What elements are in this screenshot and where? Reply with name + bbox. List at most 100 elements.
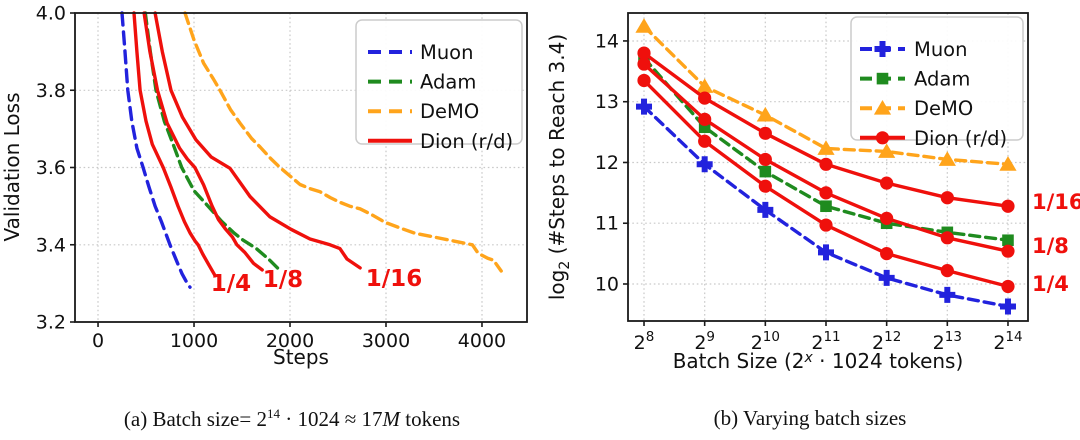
series-dion-r-d-1-4-marker — [1001, 279, 1015, 294]
caption-b: (b) Varying batch sizes — [540, 406, 1080, 431]
series-demo-marker — [756, 106, 774, 122]
series-dion-r-d-1-8-marker — [880, 211, 894, 225]
legend-item-demo-marker — [873, 100, 892, 115]
caption-a: (a) Batch size= 214 · 1024 ≈ 17M tokens — [22, 406, 562, 432]
series-demo-marker — [999, 156, 1017, 171]
legend-item-adam-label: Adam — [914, 68, 970, 91]
series-dion-r-d-1-4-marker — [940, 264, 954, 278]
legend-item-muon-label: Muon — [914, 38, 967, 61]
caption-a-post: tokens — [400, 407, 461, 431]
series-dion-r-d-1-16-line — [153, 11, 362, 270]
series-muon-marker — [999, 298, 1016, 315]
x-axis-label: Steps — [273, 345, 329, 369]
series-dion-r-d-1-4-marker — [758, 179, 772, 193]
series-adam-marker — [1002, 234, 1014, 247]
caption-b-text: (b) Varying batch sizes — [713, 406, 907, 430]
x-tick-label: 0 — [92, 330, 104, 352]
series-demo-marker — [878, 143, 896, 158]
series-dion-r-d-1-16-marker — [940, 191, 954, 205]
legend-item-dion-r-d-label: Dion (r/d) — [914, 127, 1007, 150]
legend-item-muon-label: Muon — [420, 41, 473, 64]
chart-validation-loss-vs-steps: 0 1000 2000 3000 4000 3.2 3.4 3.6 3.8 4.0 Steps Val… — [0, 3, 528, 369]
annotation-1-4: 1/4 — [1032, 272, 1069, 296]
series-dion-r-d-1-16-marker — [819, 157, 833, 171]
series-dion-r-d-1-4-marker — [698, 134, 712, 148]
series-dion-r-d-1-4-line — [132, 11, 217, 278]
series-muon-marker — [878, 269, 895, 286]
caption-a-exponent: 14 — [266, 406, 280, 421]
series-muon-marker — [939, 286, 956, 303]
caption-a-italic-m: M — [382, 407, 401, 431]
x-tick-label: 29 — [694, 329, 715, 354]
caption-a-mid: · 1024 ≈ 17 — [279, 407, 383, 431]
y-tick-label: 3.8 — [36, 80, 66, 102]
series-muon-marker — [696, 156, 713, 173]
series-dion-r-d-1-4-marker — [880, 247, 894, 261]
series-demo-marker — [635, 18, 653, 33]
annotation-1-16: 1/16 — [1032, 190, 1080, 214]
legend-item-adam-label: Adam — [420, 71, 476, 94]
annotation-1-4: 1/4 — [211, 271, 251, 297]
legend-item-dion-r-d-marker — [875, 131, 890, 145]
legend-item-dion-r-d-label: Dion (r/d) — [420, 130, 513, 153]
series-dion-r-d-1-16-marker — [1001, 199, 1015, 213]
y-tick-label: 13 — [595, 91, 619, 113]
series-adam-marker — [698, 121, 711, 134]
series-muon-marker — [636, 98, 653, 115]
chart-steps-to-reach-vs-batch-size: 28 29 210 211 212 213 214 10 11 12 13 14 Batch Size … — [545, 12, 1080, 373]
series-dion-r-d-1-16-marker — [880, 176, 894, 190]
caption-a-text: (a) Batch size= 2 — [123, 407, 267, 431]
x-tick-label: 3000 — [362, 330, 410, 352]
axes-frame — [627, 12, 1029, 322]
y-tick-label: 11 — [595, 213, 619, 235]
series-dion-r-d-1-8-marker — [1001, 244, 1015, 258]
x-tick-label: 4000 — [458, 330, 506, 352]
legend-item-adam-marker — [876, 72, 889, 85]
x-tick-label: 210 — [751, 329, 780, 354]
legend-item-muon-marker — [874, 41, 891, 57]
x-tick-label: 213 — [933, 329, 962, 354]
y-tick-label: 14 — [595, 30, 619, 52]
annotation-1-8: 1/8 — [1032, 234, 1069, 258]
x-axis-label: Batch Size (2x · 1024 tokens) — [673, 349, 964, 373]
series-dion-r-d-1-8-marker — [758, 152, 772, 167]
series-dion-r-d-1-8-marker — [698, 112, 712, 126]
series-demo-marker — [817, 140, 835, 155]
annotation-1-8: 1/8 — [263, 267, 303, 293]
series-adam-marker — [820, 200, 832, 213]
series-dion-r-d-1-8-marker — [637, 57, 651, 71]
series-dion-r-d-1-16-marker — [758, 126, 772, 140]
series-dion-r-d-1-16-marker — [698, 91, 712, 105]
x-tick-label: 212 — [872, 329, 901, 354]
series-dion-r-d-1-4-marker — [819, 218, 833, 232]
series-demo-marker — [696, 78, 714, 93]
x-tick-label: 211 — [811, 329, 840, 354]
y-tick-label: 4.0 — [36, 3, 66, 25]
legend-box — [850, 16, 1024, 141]
series-adam-marker — [759, 165, 772, 178]
x-tick-label: 2000 — [266, 330, 314, 352]
y-axis-label: Validation Loss — [0, 93, 24, 242]
series-dion-r-d-1-16-marker — [637, 46, 651, 60]
series-muon-marker — [817, 244, 834, 261]
legend-item-demo-label: DeMO — [420, 100, 479, 123]
series-dion-r-d-1-4-marker — [637, 73, 651, 88]
y-tick-label: 12 — [595, 152, 619, 174]
x-tick-label: 28 — [634, 329, 655, 354]
legend-item-demo-label: DeMO — [914, 97, 973, 120]
series-dion-r-d-1-8-marker — [819, 186, 833, 200]
series-muon-line — [120, 11, 192, 289]
y-tick-label: 3.2 — [36, 312, 66, 334]
y-tick-label: 3.6 — [36, 157, 66, 179]
series-demo-line — [183, 11, 503, 273]
series-dion-r-d-1-8-marker — [940, 231, 954, 245]
series-dion-r-d-1-8-line — [142, 11, 264, 272]
x-tick-label: 214 — [993, 329, 1022, 354]
x-tick-label: 1000 — [170, 330, 218, 352]
y-tick-label: 3.4 — [36, 234, 66, 256]
series-muon-marker — [757, 201, 774, 218]
y-axis-label: log2 (#Steps to Reach 3.4) — [545, 34, 573, 300]
y-tick-label: 10 — [595, 273, 619, 295]
annotation-1-16: 1/16 — [366, 266, 422, 292]
